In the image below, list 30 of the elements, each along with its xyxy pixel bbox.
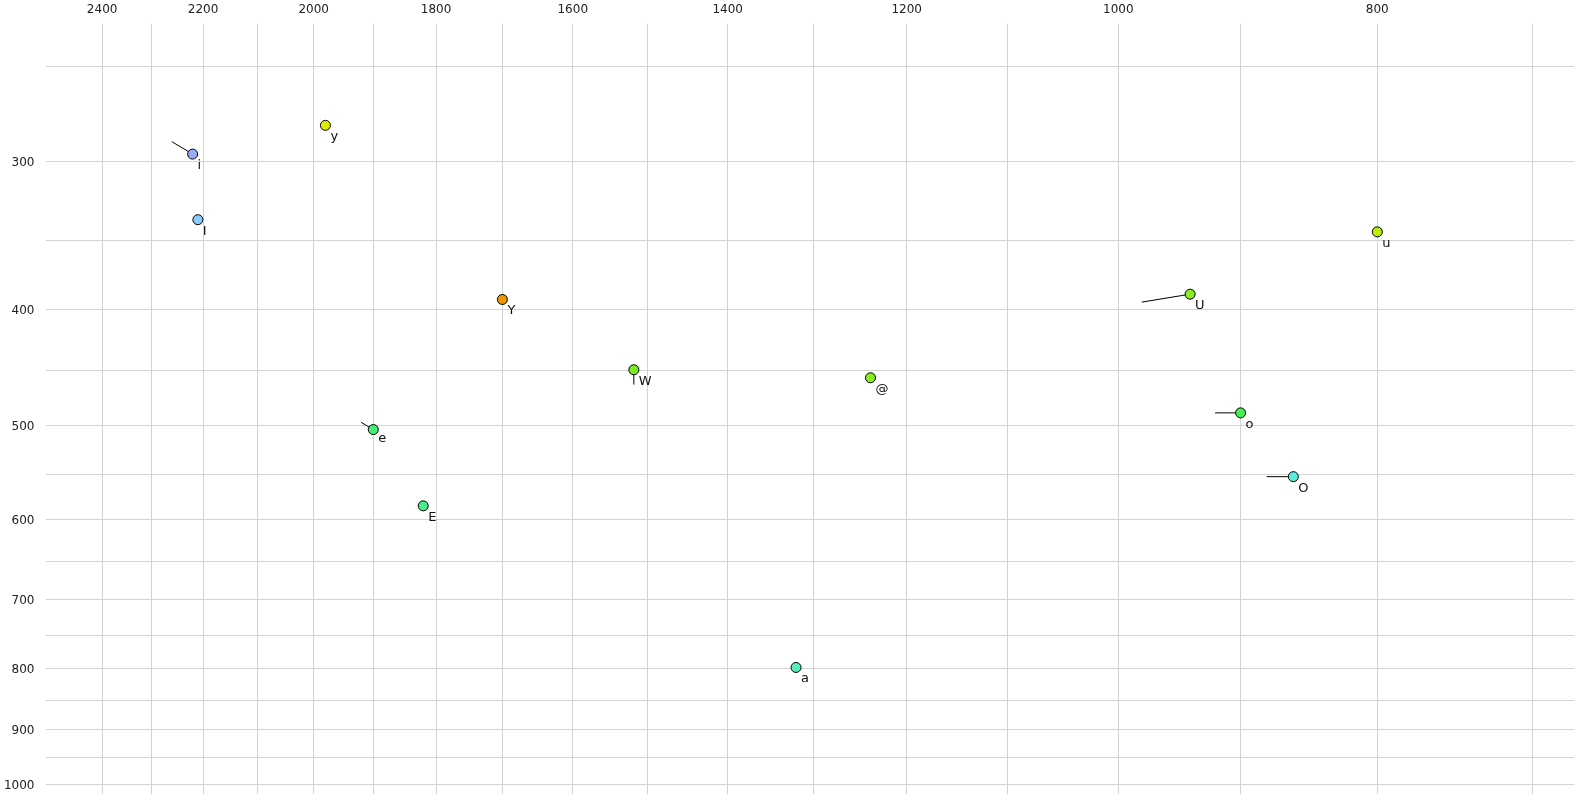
x-tick-label: 800: [1365, 1, 1389, 16]
x-tick-label: 1600: [557, 1, 589, 16]
x-tick-label: 2200: [187, 1, 219, 16]
y-tick-label: 900: [11, 723, 35, 738]
annotation: U: [1195, 297, 1205, 313]
x-tick-label: 1400: [712, 1, 744, 16]
y-tick-label: 700: [11, 593, 35, 608]
x-tick-label: 2000: [298, 1, 330, 16]
y-tick-label: 800: [11, 662, 35, 677]
annotation: W: [638, 372, 652, 388]
annotation: i: [197, 157, 202, 173]
annotation: u: [1382, 234, 1391, 250]
x-tick-label: 1200: [891, 1, 922, 16]
annotation: o: [1245, 415, 1254, 431]
y-tick-label: 1000: [3, 777, 35, 792]
y-tick-label: 500: [11, 418, 35, 433]
x-tick-label: 1800: [420, 1, 452, 16]
x-tick-label: 2400: [86, 1, 118, 16]
annotation: Y: [506, 302, 516, 318]
annotation: y: [330, 128, 339, 144]
x-tick-label: 1000: [1103, 1, 1134, 16]
y-tick-label: 400: [11, 303, 35, 318]
annotation: I: [202, 222, 207, 238]
annotation: a: [801, 670, 810, 686]
y-tick-label: 300: [11, 154, 35, 169]
y-tick-label: 600: [11, 513, 35, 528]
annotation: O: [1298, 479, 1309, 495]
annotation: e: [378, 429, 387, 445]
annotation: @: [875, 380, 889, 396]
annotation: E: [428, 508, 437, 524]
